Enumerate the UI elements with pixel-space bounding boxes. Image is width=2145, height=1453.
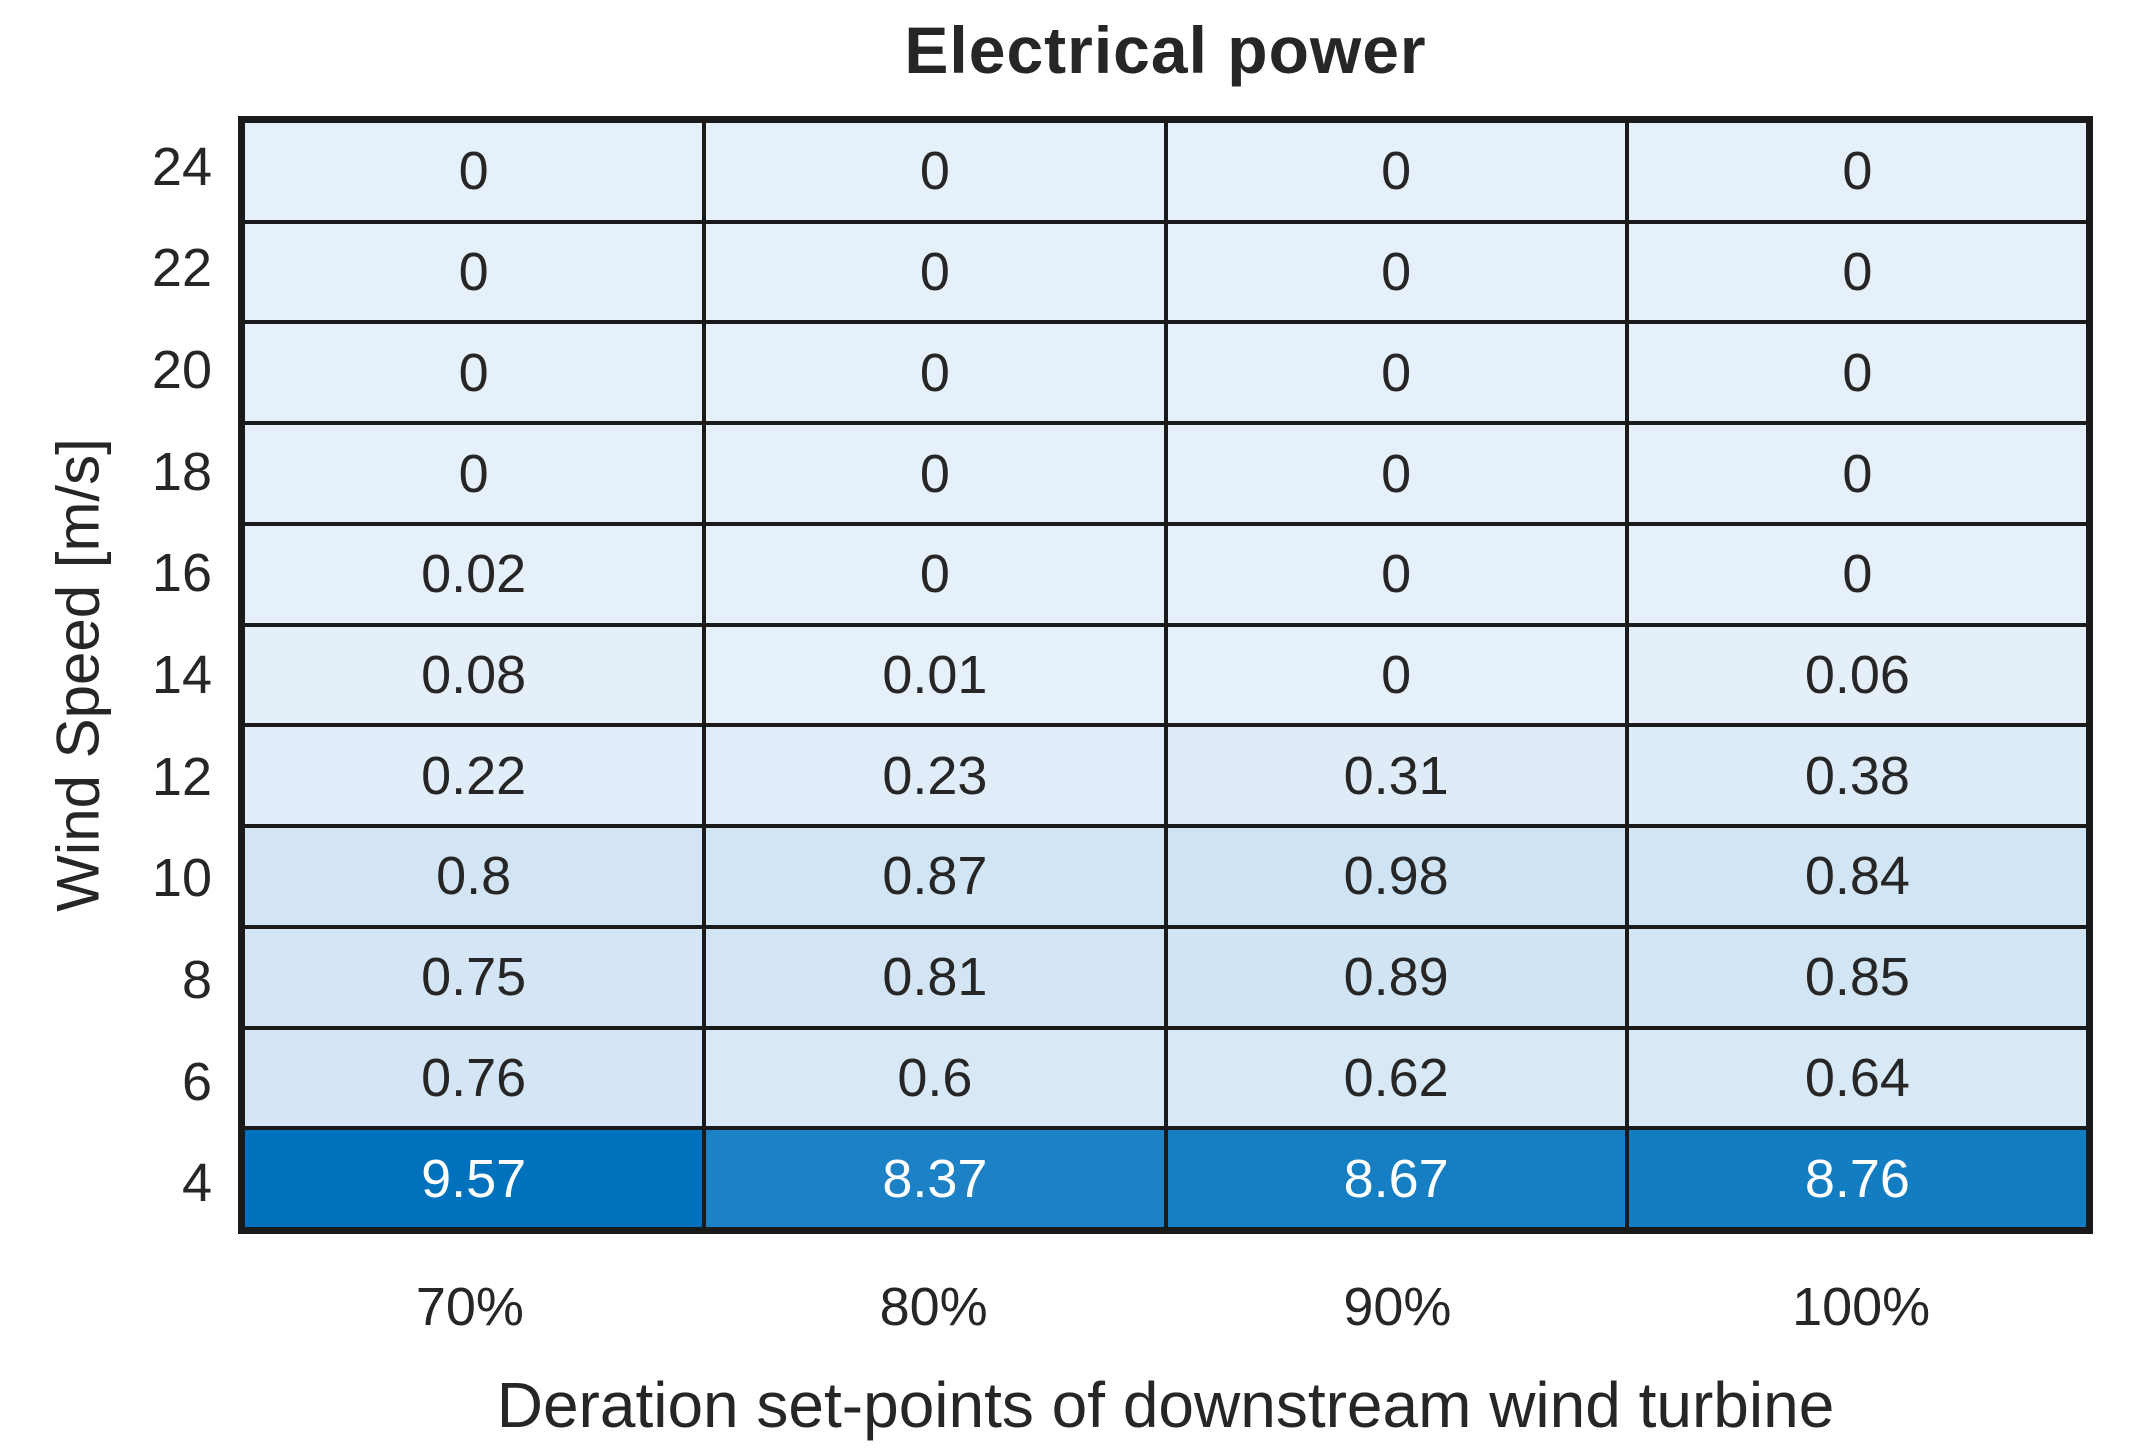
heatmap-cell: 0	[243, 322, 705, 424]
heatmap-cell: 0	[1626, 523, 2088, 625]
heatmap-cell: 0	[704, 121, 1166, 222]
heatmap-cell: 0	[1626, 423, 2088, 524]
heatmap-cell: 0	[704, 322, 1166, 424]
heatmap-cell: 0.85	[1626, 926, 2088, 1028]
heatmap-cell: 0.23	[704, 725, 1166, 827]
y-tick-label: 6	[181, 1051, 212, 1112]
y-tick-label: 20	[151, 340, 212, 401]
y-tick-label: 24	[151, 136, 212, 197]
heatmap-cell: 0.87	[704, 826, 1166, 927]
heatmap-cell: 0.84	[1626, 826, 2088, 927]
y-tick-label: 16	[151, 543, 212, 604]
heatmap-cell: 0	[243, 423, 705, 524]
y-tick-label: 4	[181, 1153, 212, 1214]
x-tick-label: 70%	[415, 1277, 524, 1337]
heatmap-cell: 0.98	[1165, 826, 1627, 927]
y-tick-label: 12	[151, 746, 212, 807]
heatmap-cell: 0.62	[1165, 1027, 1627, 1129]
y-tick-label: 22	[151, 238, 212, 299]
heatmap-cell: 0.38	[1626, 725, 2088, 827]
y-tick-label: 14	[151, 645, 212, 706]
y-tick-label: 18	[151, 441, 212, 502]
x-tick-label: 90%	[1343, 1277, 1452, 1337]
x-axis-tick-labels: 70% 80% 90% 100%	[238, 1262, 2093, 1352]
heatmap-cell: 0.01	[704, 624, 1166, 726]
chart-title: Electrical power	[904, 13, 1427, 87]
heatmap-cell: 9.57	[243, 1128, 705, 1229]
heatmap-cell: 0	[1165, 221, 1627, 323]
heatmap-cell: 0	[704, 221, 1166, 323]
heatmap-cell: 0.75	[243, 926, 705, 1028]
heatmap-cell: 0.6	[704, 1027, 1166, 1129]
heatmap-cell: 0	[1165, 322, 1627, 424]
heatmap-cell: 0	[243, 121, 705, 222]
y-axis-tick-labels: 24 22 20 18 16 14 12 10 8 6 4	[0, 116, 212, 1234]
heatmap-cell: 0.81	[704, 926, 1166, 1028]
heatmap-cell: 0.02	[243, 523, 705, 625]
x-tick-label: 100%	[1792, 1277, 1931, 1337]
heatmap-cell: 0	[243, 221, 705, 323]
heatmap-cell: 8.37	[704, 1128, 1166, 1229]
heatmap-cell: 0	[1626, 322, 2088, 424]
heatmap-cell: 0	[1626, 221, 2088, 323]
y-tick-label: 10	[151, 848, 212, 909]
heatmap-cell: 0.31	[1165, 725, 1627, 827]
heatmap-cell: 0.8	[243, 826, 705, 927]
heatmap-cell: 0.89	[1165, 926, 1627, 1028]
heatmap-cell: 0	[704, 423, 1166, 524]
heatmap-grid: 0 0 0 0 0 0 0 0 0 0 0 0 0 0 0 0 0.02 0 0 0 0.08 0.01 0 0.06 0.22…	[238, 116, 2093, 1234]
heatmap-cell: 0	[1165, 423, 1627, 524]
heatmap-cell: 0.22	[243, 725, 705, 827]
heatmap-cell: 0	[1165, 121, 1627, 222]
x-tick-label: 80%	[879, 1277, 988, 1337]
y-tick-label: 8	[181, 949, 212, 1010]
heatmap-cell: 0.76	[243, 1027, 705, 1129]
x-axis-label: Deration set-points of downstream wind t…	[496, 1369, 1835, 1441]
heatmap-cell: 8.76	[1626, 1128, 2088, 1229]
heatmap-cell: 0	[1626, 121, 2088, 222]
heatmap-cell: 0.06	[1626, 624, 2088, 726]
heatmap-cell: 0	[1165, 523, 1627, 625]
heatmap-cell: 8.67	[1165, 1128, 1627, 1229]
heatmap-cell: 0	[1165, 624, 1627, 726]
heatmap-cell: 0.08	[243, 624, 705, 726]
heatmap-cell: 0	[704, 523, 1166, 625]
heatmap-cell: 0.64	[1626, 1027, 2088, 1129]
